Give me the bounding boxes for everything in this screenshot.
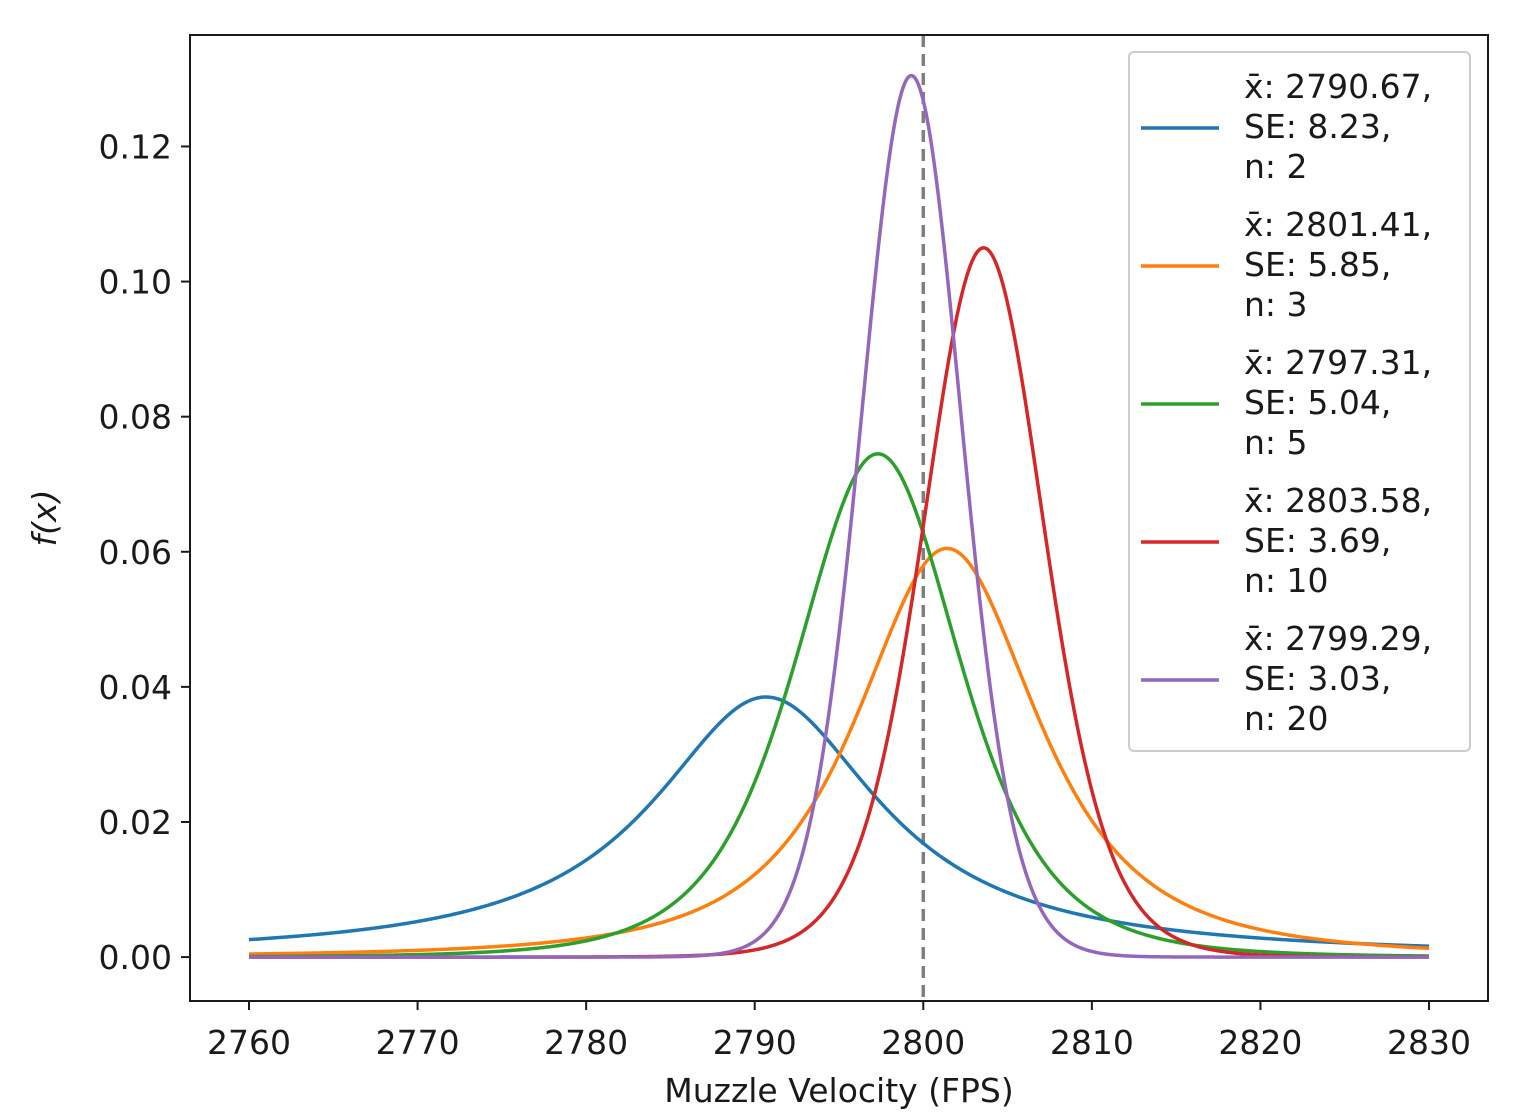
x-tick-label: 2790 <box>713 1023 797 1062</box>
legend-label-1: x̄: 2790.67, <box>1244 67 1432 106</box>
x-tick-label: 2830 <box>1387 1023 1471 1062</box>
series-line-3 <box>248 452 1430 959</box>
plot-layer <box>248 35 1430 1001</box>
x-tick-label: 2770 <box>376 1023 460 1062</box>
y-tick-label: 0.02 <box>99 803 172 842</box>
x-tick-label: 2760 <box>207 1023 291 1062</box>
legend-label-1: n: 2 <box>1244 147 1308 186</box>
y-tick-label: 0.06 <box>99 533 172 572</box>
legend-label-5: n: 20 <box>1244 699 1329 738</box>
y-tick-label: 0.04 <box>99 668 172 707</box>
axes-layer: 2760 2770 2780 2790 2800 2810 2820 2830 0.00 0.02… <box>99 127 1471 1062</box>
legend: x̄: 2790.67,SE: 8.23,n: 2x̄: 2801.41,SE:… <box>1128 51 1471 752</box>
legend-label-5: x̄: 2799.29, <box>1244 619 1432 658</box>
legend-frame <box>1128 51 1471 752</box>
legend-label-2: n: 3 <box>1244 285 1308 324</box>
series-line-2 <box>248 546 1430 956</box>
legend-label-3: x̄: 2797.31, <box>1244 343 1432 382</box>
legend-label-5: SE: 3.03, <box>1244 659 1391 698</box>
legend-label-3: n: 5 <box>1244 423 1308 462</box>
x-tick-label: 2820 <box>1218 1023 1302 1062</box>
legend-label-1: SE: 8.23, <box>1244 107 1391 146</box>
y-tick-label: 0.10 <box>99 263 172 302</box>
x-axis-label: Muzzle Velocity (FPS) <box>664 1071 1014 1110</box>
y-tick-label: 0.08 <box>99 398 172 437</box>
legend-label-2: x̄: 2801.41, <box>1244 205 1432 244</box>
y-axis-label: f(x) <box>25 490 64 547</box>
legend-label-4: n: 10 <box>1244 561 1329 600</box>
y-tick-label: 0.00 <box>99 938 172 977</box>
legend-label-4: x̄: 2803.58, <box>1244 481 1432 520</box>
x-tick-label: 2810 <box>1050 1023 1134 1062</box>
legend-label-3: SE: 5.04, <box>1244 383 1391 422</box>
plot-frame <box>189 34 1489 1002</box>
series-line-5 <box>248 73 1430 959</box>
x-tick-label: 2780 <box>544 1023 628 1062</box>
legend-label-2: SE: 5.85, <box>1244 245 1391 284</box>
legend-label-4: SE: 3.69, <box>1244 521 1391 560</box>
x-tick-label: 2800 <box>881 1023 965 1062</box>
y-tick-label: 0.12 <box>99 127 172 166</box>
